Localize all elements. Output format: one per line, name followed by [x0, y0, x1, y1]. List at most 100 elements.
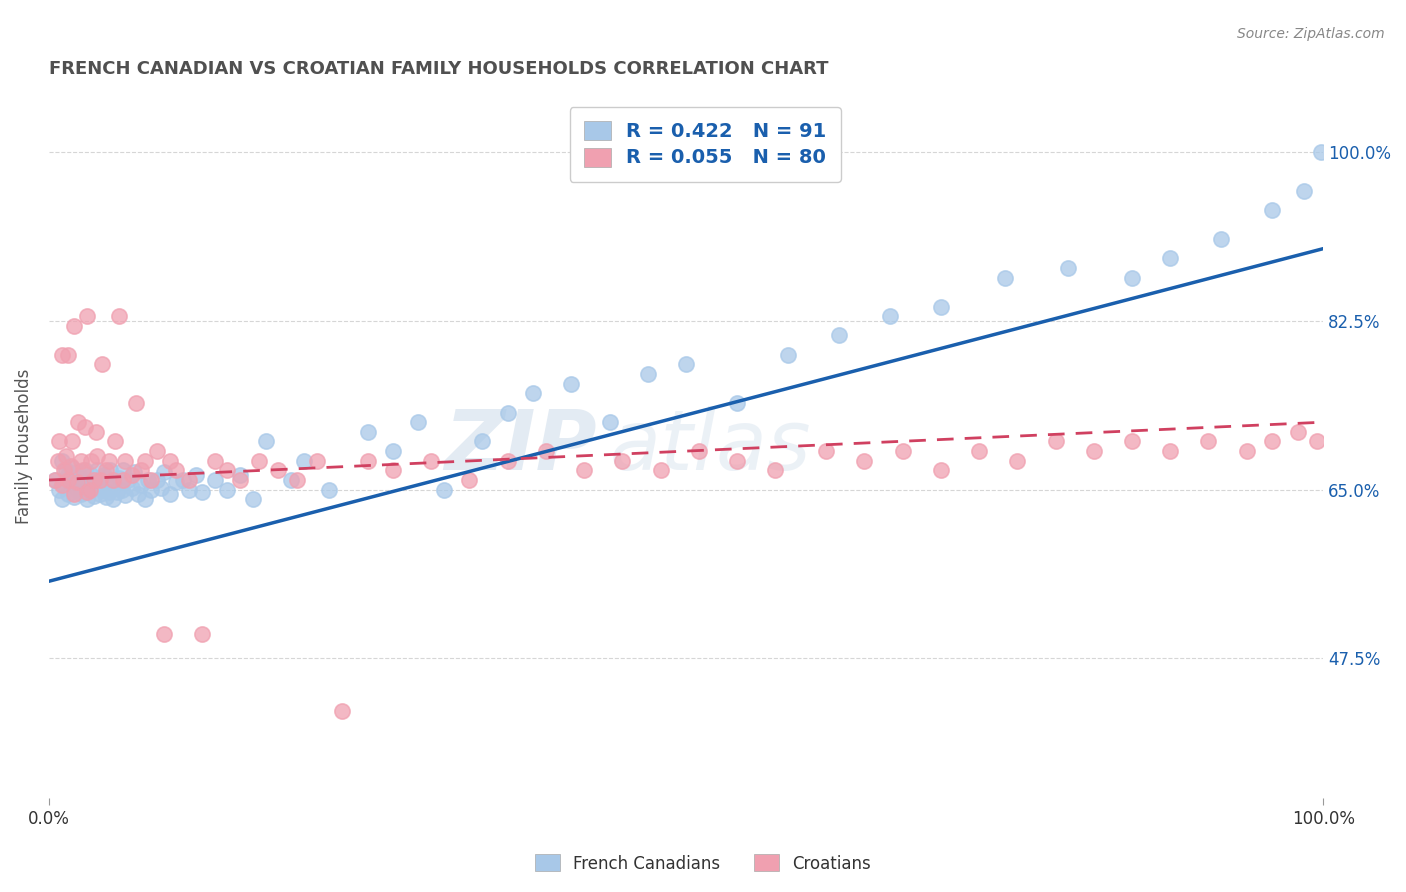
Point — [124, 465, 146, 479]
Point — [725, 396, 748, 410]
Point — [96, 463, 118, 477]
Point — [382, 444, 405, 458]
Point — [59, 475, 82, 489]
Point — [891, 444, 914, 458]
Point — [134, 492, 156, 507]
Point — [382, 463, 405, 477]
Point — [44, 473, 66, 487]
Point — [56, 468, 79, 483]
Point — [72, 478, 94, 492]
Point — [1083, 444, 1105, 458]
Point — [1306, 434, 1329, 449]
Point — [124, 396, 146, 410]
Point — [1057, 260, 1080, 275]
Point — [110, 483, 132, 497]
Text: atlas: atlas — [610, 406, 811, 487]
Point — [72, 463, 94, 477]
Point — [55, 449, 77, 463]
Point — [287, 473, 309, 487]
Point — [89, 473, 111, 487]
Point — [522, 386, 544, 401]
Point — [93, 468, 115, 483]
Point — [76, 484, 98, 499]
Point — [146, 473, 169, 487]
Point — [1309, 145, 1331, 160]
Point — [108, 309, 131, 323]
Point — [96, 475, 118, 489]
Legend: R = 0.422   N = 91, R = 0.055   N = 80: R = 0.422 N = 91, R = 0.055 N = 80 — [569, 107, 841, 182]
Point — [853, 454, 876, 468]
Point — [179, 473, 201, 487]
Point — [929, 300, 952, 314]
Point — [111, 463, 134, 477]
Point — [1121, 270, 1143, 285]
Point — [1121, 434, 1143, 449]
Point — [134, 454, 156, 468]
Point — [1286, 425, 1309, 439]
Point — [66, 483, 89, 497]
Point — [101, 473, 124, 487]
Point — [86, 463, 108, 477]
Point — [127, 487, 149, 501]
Point — [73, 420, 96, 434]
Point — [433, 483, 456, 497]
Point — [67, 465, 90, 479]
Point — [60, 434, 83, 449]
Point — [1198, 434, 1220, 449]
Point — [111, 473, 134, 487]
Point — [1261, 434, 1284, 449]
Point — [356, 425, 378, 439]
Point — [138, 473, 160, 487]
Point — [560, 376, 582, 391]
Point — [79, 483, 101, 497]
Point — [815, 444, 838, 458]
Point — [152, 627, 174, 641]
Point — [104, 434, 127, 449]
Point — [191, 484, 214, 499]
Point — [172, 473, 194, 487]
Point — [967, 444, 990, 458]
Point — [280, 473, 302, 487]
Point — [53, 463, 76, 477]
Point — [51, 454, 73, 468]
Point — [80, 468, 103, 483]
Point — [76, 492, 98, 507]
Point — [139, 473, 162, 487]
Point — [146, 444, 169, 458]
Point — [63, 491, 86, 505]
Point — [60, 461, 83, 475]
Point — [637, 367, 659, 381]
Point — [612, 454, 634, 468]
Point — [994, 270, 1017, 285]
Point — [1007, 454, 1029, 468]
Point — [114, 454, 136, 468]
Point — [688, 444, 710, 458]
Point — [1159, 252, 1181, 266]
Point — [150, 481, 173, 495]
Point — [114, 488, 136, 502]
Point — [56, 487, 79, 501]
Point — [471, 434, 494, 449]
Text: Source: ZipAtlas.com: Source: ZipAtlas.com — [1237, 27, 1385, 41]
Point — [247, 454, 270, 468]
Point — [152, 465, 174, 479]
Point — [229, 468, 252, 483]
Point — [56, 348, 79, 362]
Point — [69, 471, 91, 485]
Point — [204, 454, 226, 468]
Point — [73, 463, 96, 477]
Point — [97, 484, 120, 499]
Point — [828, 328, 851, 343]
Point — [69, 454, 91, 468]
Point — [650, 463, 672, 477]
Point — [1261, 203, 1284, 218]
Point — [101, 492, 124, 507]
Point — [83, 490, 105, 504]
Point — [217, 483, 239, 497]
Point — [46, 454, 69, 468]
Point — [44, 473, 66, 487]
Point — [129, 478, 152, 492]
Point — [929, 463, 952, 477]
Point — [76, 475, 98, 489]
Point — [229, 473, 252, 487]
